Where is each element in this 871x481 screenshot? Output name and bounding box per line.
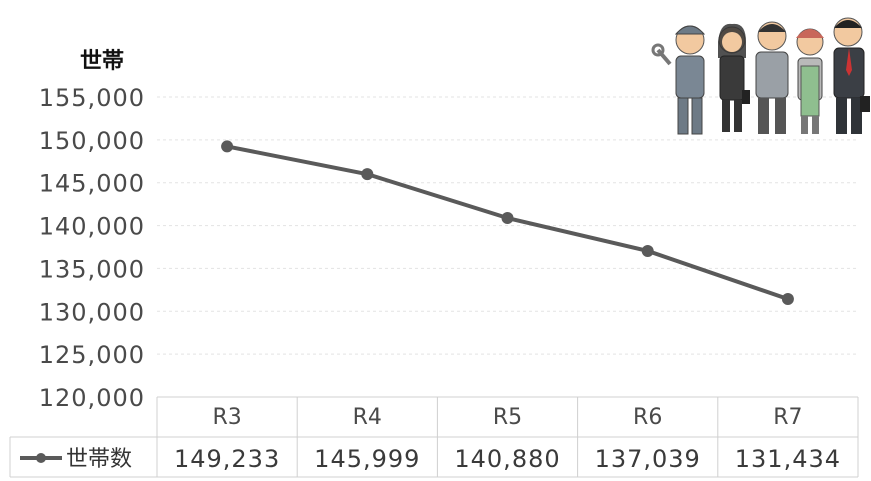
data-point	[361, 168, 374, 181]
y-tick-label: 150,000	[39, 127, 145, 155]
y-tick-label: 130,000	[39, 298, 145, 326]
series-layer	[221, 140, 794, 305]
data-point	[501, 212, 514, 225]
y-tick-label: 140,000	[39, 213, 145, 241]
data-point	[781, 292, 794, 305]
legend-series-name: 世帯数	[66, 447, 132, 472]
x-category-label: R6	[633, 405, 662, 430]
data-point	[221, 140, 234, 153]
data-table-value: 131,434	[735, 445, 841, 473]
gridlines	[157, 96, 858, 398]
y-tick-label: 145,000	[39, 170, 145, 198]
y-tick-label: 135,000	[39, 255, 145, 283]
y-tick-label: 120,000	[39, 384, 145, 412]
y-tick-label: 125,000	[39, 341, 145, 369]
legend-marker	[36, 453, 46, 463]
data-table-value: 149,233	[174, 445, 280, 473]
y-axis-ticks: 120,000 125,000 130,000 135,000 140,000 145,0…	[39, 84, 145, 412]
x-category-label: R5	[493, 405, 522, 430]
y-tick-label: 155,000	[39, 84, 145, 112]
data-table: R3 R4 R5 R6 R7 世帯数 149,233 145,999 140,880 137,03…	[9, 396, 859, 478]
data-point	[641, 244, 654, 257]
data-table-value: 145,999	[314, 445, 420, 473]
x-category-label: R4	[353, 405, 382, 430]
y-axis-unit-label: 世帯	[80, 48, 124, 74]
x-category-label: R3	[212, 405, 241, 430]
workers-illustration-icon	[651, 17, 870, 135]
data-table-value: 137,039	[595, 445, 701, 473]
x-category-label: R7	[773, 405, 802, 430]
data-table-value: 140,880	[454, 445, 560, 473]
